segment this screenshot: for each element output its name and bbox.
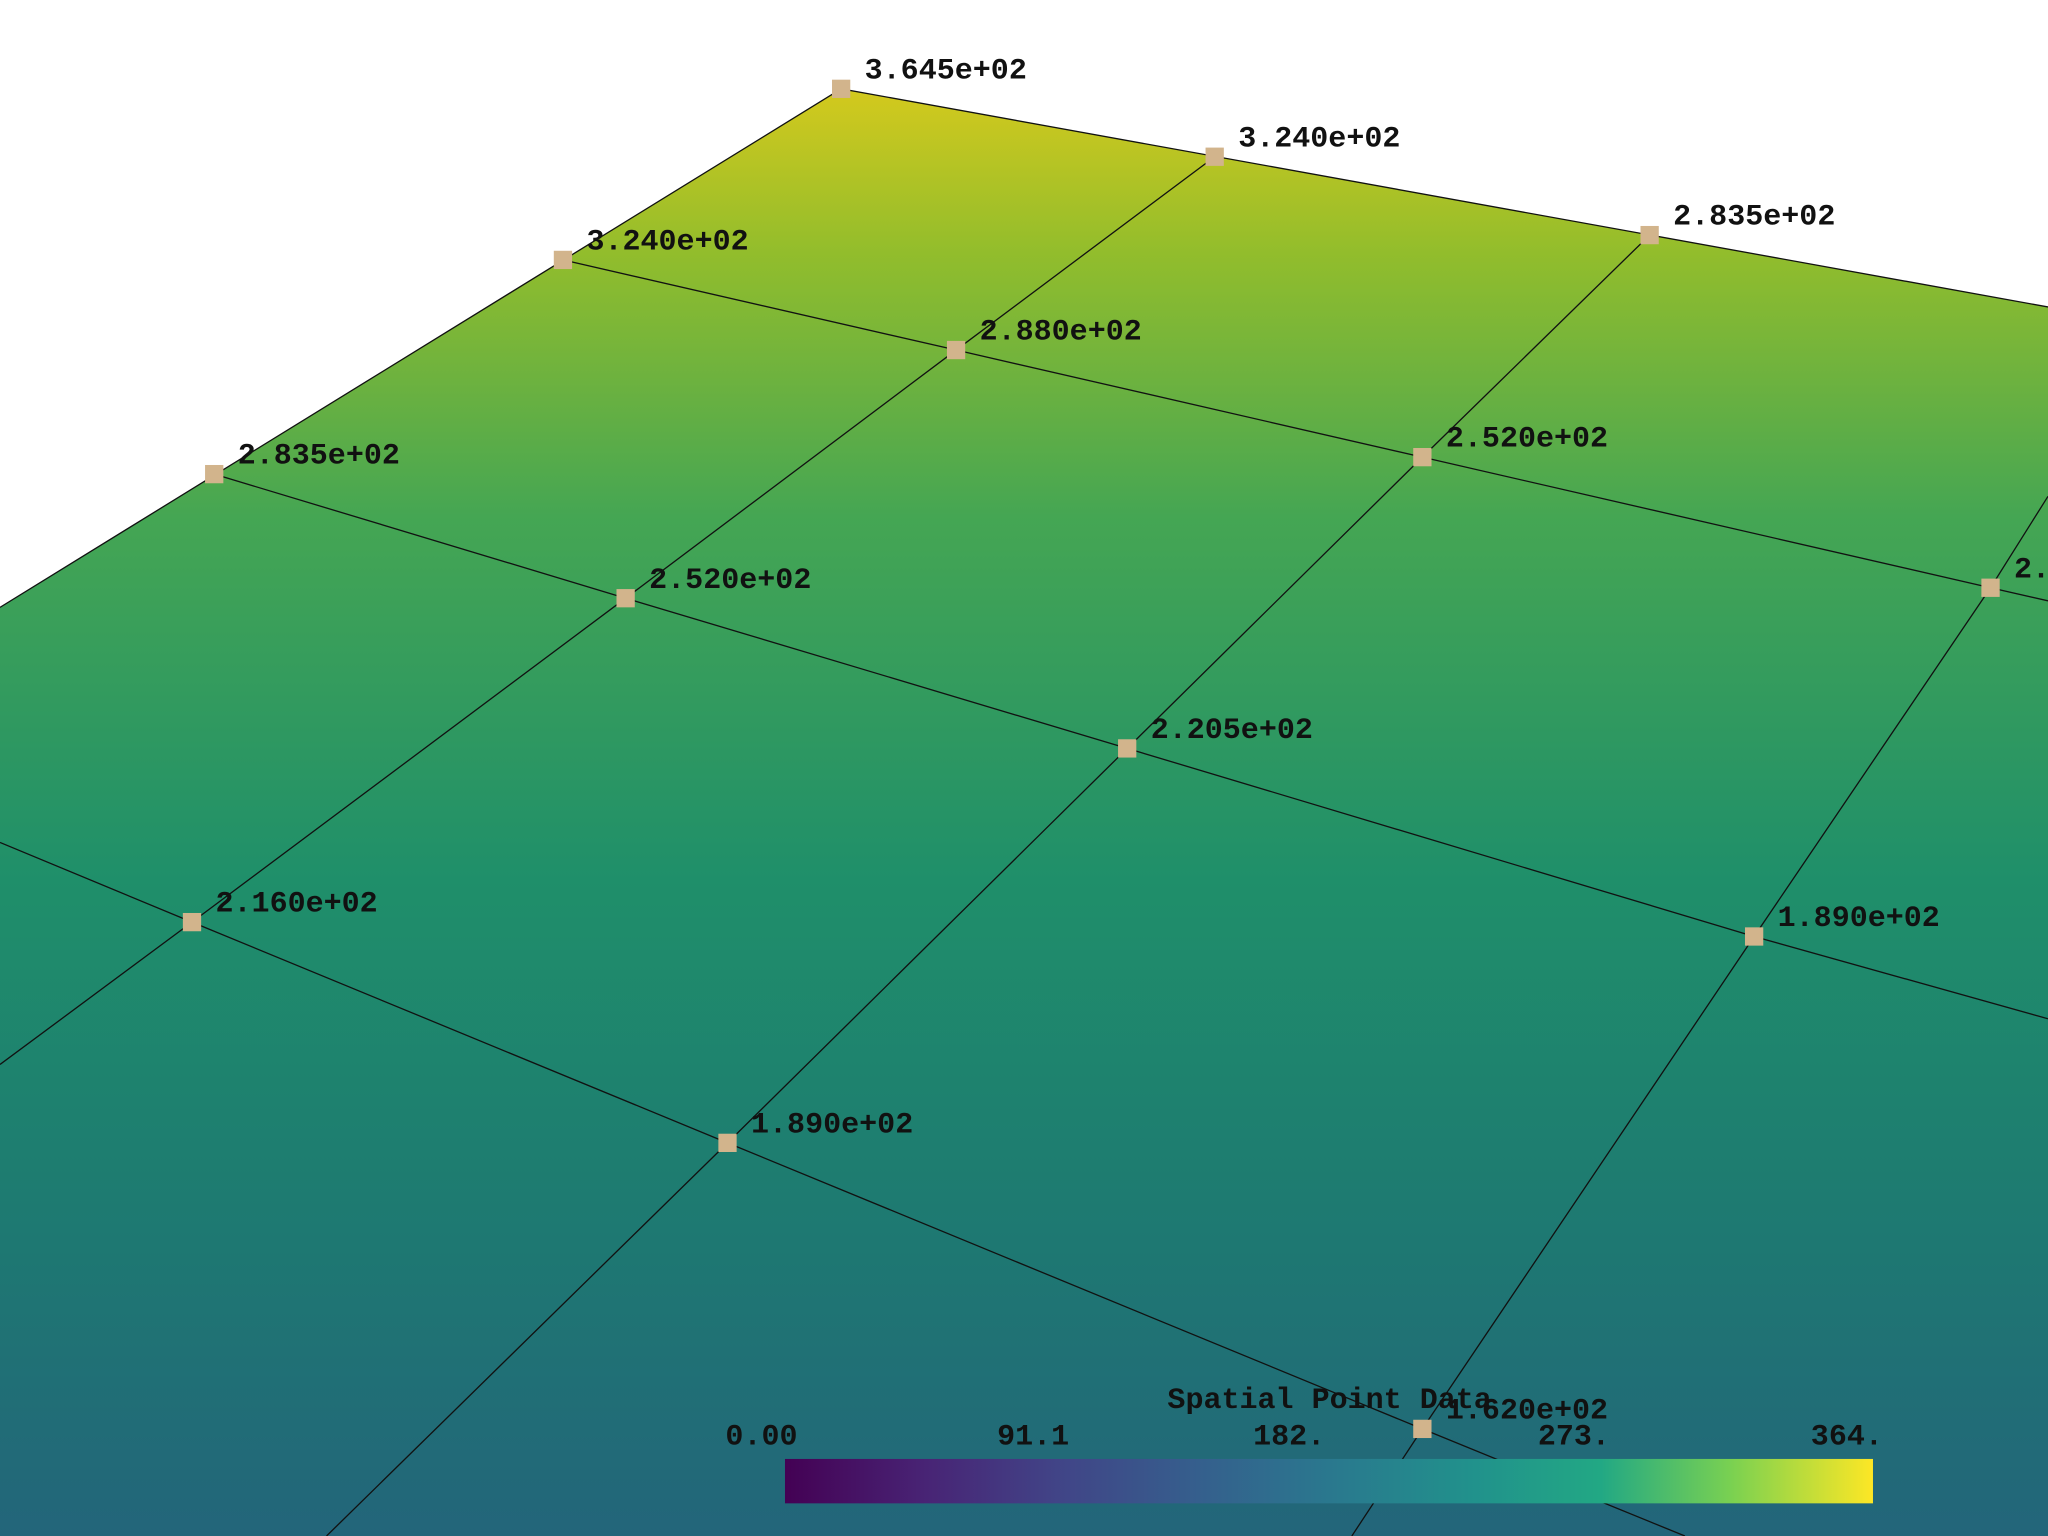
- point-marker: [182, 912, 202, 932]
- point-labels: 3.645e+02 3.240e+02 2.835e+02 3.240e+02 2.88…: [182, 54, 2048, 1439]
- colorbar: [784, 1458, 1873, 1504]
- point-marker: [718, 1133, 737, 1152]
- point-marker: [205, 464, 224, 484]
- point-marker: [1118, 739, 1137, 758]
- colorbar-title: Spatial Point Data: [1167, 1384, 1491, 1418]
- point-marker: [616, 589, 635, 608]
- point-marker: [553, 250, 573, 270]
- point-label: 3.240e+02: [1238, 122, 1400, 156]
- point-label: 3.240e+02: [586, 225, 748, 259]
- point-label: 1.890e+02: [1778, 902, 1940, 936]
- point-label: 2.: [2014, 553, 2048, 587]
- point-label: 2.835e+02: [1673, 201, 1835, 235]
- colorbar-tick-label: 91.1: [997, 1421, 1069, 1455]
- colorbar-tick-label: 182.: [1253, 1421, 1325, 1455]
- point-label: 2.835e+02: [238, 440, 400, 474]
- point-marker: [1744, 927, 1764, 946]
- colorbar-ticks: 0.00 91.1 182. 273. 364.: [725, 1421, 1882, 1455]
- point-marker: [1981, 578, 2000, 597]
- point-label: 2.160e+02: [216, 888, 378, 922]
- point-marker: [1205, 147, 1224, 166]
- colorbar-tick-label: 0.00: [725, 1421, 797, 1455]
- point-label: 2.520e+02: [1446, 423, 1608, 457]
- point-label: 3.645e+02: [865, 54, 1027, 88]
- surface: [0, 88, 2048, 1536]
- point-label: 1.890e+02: [751, 1108, 913, 1142]
- point-label: 1.620e+02: [1446, 1394, 1608, 1428]
- point-marker: [946, 340, 966, 360]
- colorbar-tick-label: 364.: [1811, 1421, 1883, 1455]
- point-marker: [1640, 225, 1659, 245]
- point-label: 2.520e+02: [649, 564, 811, 598]
- point-marker: [1413, 1419, 1432, 1439]
- point-marker: [832, 79, 851, 98]
- colorbar-tick-label: 273.: [1538, 1421, 1610, 1455]
- point-marker: [1413, 448, 1432, 467]
- point-label: 2.205e+02: [1151, 714, 1313, 748]
- point-label: 2.880e+02: [980, 316, 1142, 350]
